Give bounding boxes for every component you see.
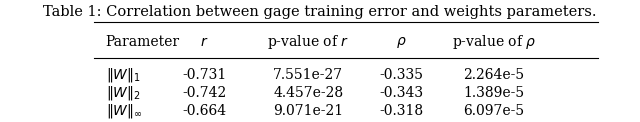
Text: -0.335: -0.335 xyxy=(379,68,423,82)
Text: -0.343: -0.343 xyxy=(379,86,423,100)
Text: -0.742: -0.742 xyxy=(182,86,226,100)
Text: $\rho$: $\rho$ xyxy=(396,35,406,50)
Text: p-value of $r$: p-value of $r$ xyxy=(268,33,349,51)
Text: p-value of $\rho$: p-value of $\rho$ xyxy=(452,33,536,51)
Text: 4.457e-28: 4.457e-28 xyxy=(273,86,344,100)
Text: $\|W\|_\infty$: $\|W\|_\infty$ xyxy=(106,102,142,120)
Text: $\|W\|_2$: $\|W\|_2$ xyxy=(106,84,140,102)
Text: 1.389e-5: 1.389e-5 xyxy=(463,86,524,100)
Text: -0.318: -0.318 xyxy=(379,104,423,118)
Text: -0.664: -0.664 xyxy=(182,104,226,118)
Text: 7.551e-27: 7.551e-27 xyxy=(273,68,344,82)
Text: $r$: $r$ xyxy=(200,35,208,49)
Text: 2.264e-5: 2.264e-5 xyxy=(463,68,524,82)
Text: -0.731: -0.731 xyxy=(182,68,226,82)
Text: Table 1: Correlation between gage training error and weights parameters.: Table 1: Correlation between gage traini… xyxy=(44,5,596,19)
Text: Parameter: Parameter xyxy=(106,35,180,49)
Text: $\|W\|_1$: $\|W\|_1$ xyxy=(106,66,141,84)
Text: 6.097e-5: 6.097e-5 xyxy=(463,104,524,118)
Text: 9.071e-21: 9.071e-21 xyxy=(273,104,344,118)
